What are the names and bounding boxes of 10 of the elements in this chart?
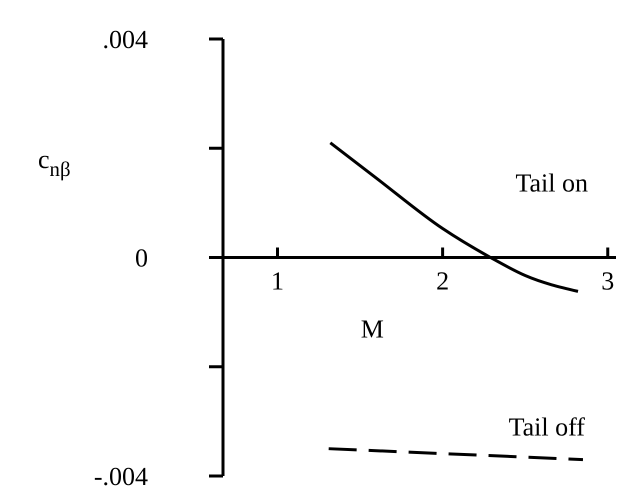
x-tick-label: 2 [436,266,450,296]
y-axis-title: c$_{nβ}$ [38,145,71,182]
x-tick-label: 1 [270,266,284,296]
text: Tail on [515,168,588,198]
y-tick-label: 0 [135,244,148,272]
x-axis-title: M [360,314,384,344]
series-label: Tail off [508,412,586,442]
x-tick-label: 3 [601,266,614,296]
y-tick-label: -.004 [94,462,148,491]
y-tick-label: .004 [102,25,148,54]
